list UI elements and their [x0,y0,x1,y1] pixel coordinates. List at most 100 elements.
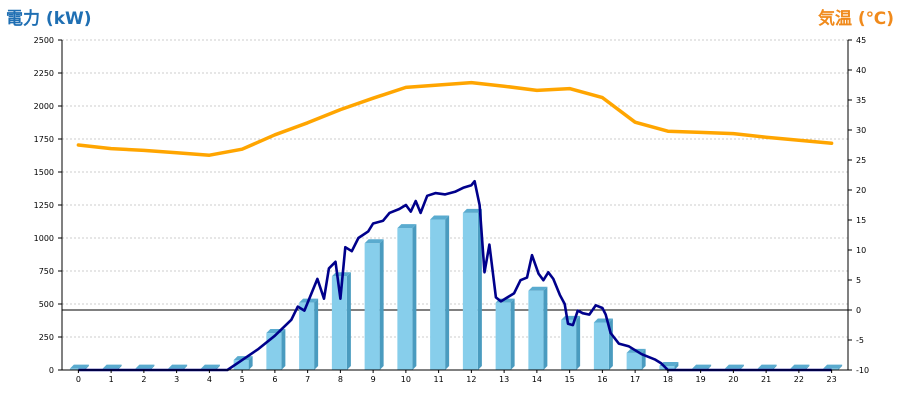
bar [397,224,417,370]
bar-top [462,208,482,213]
x-tick-label: 19 [696,375,706,384]
bar [528,286,548,370]
right-tick-label: 20 [856,186,866,195]
bar-face [593,322,609,370]
left-tick-label: 2000 [34,102,54,111]
bar-face [266,333,282,370]
bar-top [168,364,188,369]
bar-side [510,298,515,370]
left-tick-label: 1000 [34,234,54,243]
x-tick-label: 7 [305,375,310,384]
bar-side [772,364,777,370]
right-tick-label: 40 [856,66,866,75]
x-tick-label: 6 [272,375,277,384]
bar [364,239,384,370]
x-tick-label: 4 [207,375,212,384]
bar-top [724,364,744,369]
x-tick-label: 13 [499,375,509,384]
x-tick-label: 21 [761,375,771,384]
bar-face [331,276,347,370]
x-tick-label: 11 [434,375,444,384]
bar [593,318,613,370]
right-tick-label: 30 [856,126,866,135]
bar-side [674,362,679,370]
bar-face [364,243,380,370]
bar-side [314,298,319,370]
x-tick-label: 20 [728,375,738,384]
x-tick-label: 8 [338,375,343,384]
bar-top [200,364,220,369]
bar-side [543,286,548,370]
bar-top [790,364,810,369]
bar [462,208,482,370]
left-tick-label: 750 [39,267,54,276]
x-tick-label: 10 [401,375,411,384]
left-tick-label: 2500 [34,36,54,45]
bar-top [823,364,843,369]
bar-face [528,290,544,370]
bar-side [117,364,122,370]
bar [495,298,515,370]
bar-face [462,212,478,370]
bar-top [430,215,450,220]
bar-face [299,302,315,370]
bar-side [707,364,712,370]
power-line [78,179,832,372]
left-tick-label: 250 [39,333,54,342]
x-tick-label: 5 [240,375,245,384]
right-tick-label: -10 [856,366,869,375]
right-tick-label: 15 [856,216,866,225]
bar-side [346,272,351,370]
bar-face [626,352,642,370]
bar [69,364,89,370]
x-tick-label: 12 [466,375,476,384]
bar-side [379,239,384,370]
x-tick-label: 2 [141,375,146,384]
bar-side [805,364,810,370]
left-tick-label: 1500 [34,168,54,177]
bar [430,215,450,370]
right-tick-label: 45 [856,36,866,45]
bar-side [445,215,450,370]
right-axis-title: 気温 (℃) [817,9,894,29]
right-tick-label: 0 [856,306,861,315]
bar-face [233,360,249,370]
right-tick-label: 25 [856,156,866,165]
bar-top [69,364,89,369]
right-tick-label: 5 [856,276,861,285]
x-tick-label: 3 [174,375,179,384]
bar-top [364,239,384,244]
x-tick-label: 1 [109,375,114,384]
bar-top [757,364,777,369]
bar-side [838,364,843,370]
bar-side [477,208,482,370]
left-tick-label: 1750 [34,135,54,144]
bar-side [150,364,155,370]
x-tick-label: 0 [76,375,81,384]
x-tick-label: 23 [827,375,837,384]
bar-side [248,356,253,370]
bar-face [495,302,511,370]
bar-side [739,364,744,370]
left-tick-label: 0 [49,366,54,375]
right-tick-label: -5 [856,336,864,345]
bar-side [576,315,581,370]
bar-face [430,219,446,370]
x-tick-label: 17 [630,375,640,384]
bar-side [281,329,286,370]
bar-face [561,319,577,370]
left-tick-label: 1250 [34,201,54,210]
bar-top [528,286,548,291]
x-tick-label: 22 [794,375,804,384]
bar-face [397,228,413,370]
x-tick-label: 15 [565,375,575,384]
bar-top [397,224,417,229]
x-tick-label: 18 [663,375,673,384]
temperature-line [76,80,834,157]
right-tick-label: 35 [856,96,866,105]
bar-side [183,364,188,370]
left-tick-label: 500 [39,300,54,309]
bar-side [215,364,220,370]
right-tick-label: 10 [856,246,866,255]
